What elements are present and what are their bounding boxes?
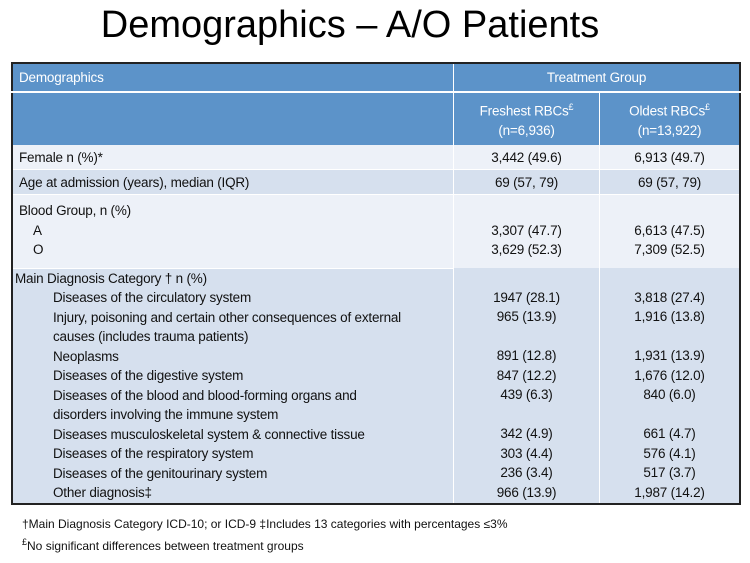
- header-oldest: Oldest RBCs£ (n=13,922): [599, 92, 741, 145]
- table-row-female: Female n (%)* 3,442 (49.6) 6,913 (49.7): [12, 145, 741, 170]
- header-freshest: Freshest RBCs£ (n=6,936): [453, 92, 600, 145]
- diagnosis-5-fresh: 342 (4.9): [500, 426, 553, 441]
- diagnosis-7-label: Diseases of the genitourinary system: [53, 465, 268, 481]
- diagnosis-5-label: Diseases musculoskeletal system & connec…: [53, 426, 365, 442]
- diagnosis-1-fresh: 965 (13.9): [496, 309, 557, 324]
- diagnosis-0-old: 3,818 (27.4): [634, 289, 705, 305]
- diagnosis-8-fresh: 966 (13.9): [496, 484, 557, 500]
- diagnosis-4-label2: disorders involving the immune system: [53, 407, 279, 422]
- header-row: Demographics Treatment Group: [12, 63, 741, 93]
- table-row-blood-group: Blood Group, n (%) A O 3,307 (47.7) 3,629 (…: [12, 194, 741, 269]
- slide-title: Demographics – A/O Patients: [100, 4, 600, 46]
- diagnosis-3-label: Diseases of the digestive system: [53, 368, 244, 383]
- table-row-main-diagnosis: Main Diagnosis Category † n (%) Diseases …: [12, 268, 741, 504]
- diagnosis-7-old: 517 (3.7): [643, 465, 696, 480]
- table-row-age: Age at admission (years), median (IQR) 6…: [12, 169, 741, 195]
- diagnosis-1-old: 1,916 (13.8): [634, 309, 705, 324]
- header-demographics: Demographics: [12, 63, 454, 93]
- diagnosis-2-fresh: 891 (12.8): [496, 348, 557, 363]
- diagnosis-7-fresh: 236 (3.4): [500, 465, 553, 480]
- diagnosis-1-label2: causes (includes trauma patients): [53, 329, 249, 344]
- diagnosis-4-fresh: 439 (6.3): [500, 387, 553, 402]
- diagnosis-8-old: 1,987 (14.2): [634, 484, 705, 500]
- diagnosis-2-label: Neoplasms: [53, 348, 119, 364]
- diagnosis-6-old: 576 (4.1): [643, 445, 696, 461]
- diagnosis-0-fresh: 1947 (28.1): [493, 289, 560, 305]
- diagnosis-0-label: Diseases of the circulatory system: [53, 290, 252, 305]
- diagnosis-1-label: Injury, poisoning and certain other cons…: [53, 309, 401, 325]
- demographics-table: Demographics Treatment Group Freshest RB…: [11, 62, 741, 505]
- subheader-row: Freshest RBCs£ (n=6,936) Oldest RBCs£ (n=1…: [12, 92, 741, 145]
- diagnosis-6-fresh: 303 (4.4): [500, 445, 553, 461]
- diagnosis-4-old: 840 (6.0): [643, 387, 696, 402]
- diagnosis-4-label: Diseases of the blood and blood-forming …: [53, 387, 357, 403]
- diagnosis-3-old: 1,676 (12.0): [634, 367, 705, 383]
- diagnosis-8-label: Other diagnosis‡: [53, 485, 152, 500]
- diagnosis-5-old: 661 (4.7): [643, 426, 696, 441]
- diagnosis-6-label: Diseases of the respiratory system: [53, 446, 254, 461]
- header-treatment-group: Treatment Group: [453, 63, 741, 93]
- diagnosis-3-fresh: 847 (12.2): [496, 367, 557, 383]
- footnotes: †Main Diagnosis Category ICD-10; or ICD-…: [22, 517, 508, 553]
- diagnosis-2-old: 1,931 (13.9): [634, 348, 705, 363]
